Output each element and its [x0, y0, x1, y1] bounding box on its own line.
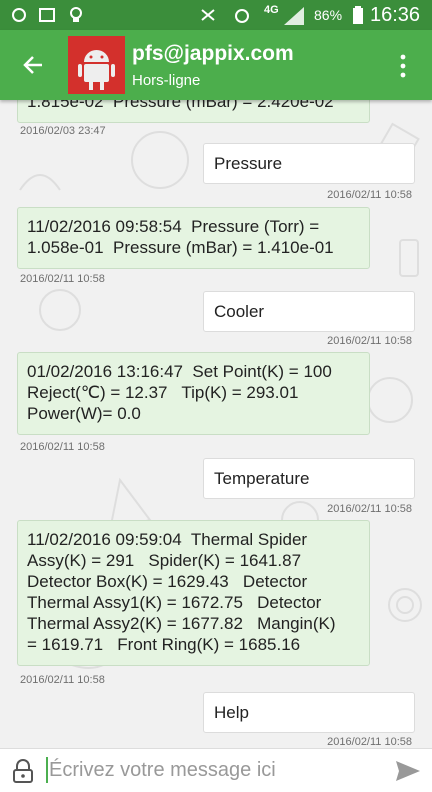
message-bubble: Pressure [203, 143, 415, 184]
message-input[interactable]: Écrivez votre message ici [49, 759, 276, 781]
status-bar: 4G 86% 16:36 [0, 0, 432, 30]
message-bubble: Help [203, 692, 415, 733]
network-type: 4G [264, 4, 279, 16]
message-bubble: 01/02/2016 13:16:47 Set Point(K) = 100 Re… [17, 352, 370, 435]
menu-button[interactable] [396, 54, 410, 78]
message-line: Thermal Assy2(K) = 1677.82 Mangin(K) [27, 614, 336, 633]
system-icons [201, 9, 249, 23]
message-line: Power(W)= 0.0 [27, 404, 141, 423]
message-timestamp: 2016/02/03 23:47 [20, 125, 106, 137]
message-bubble: 11/02/2016 09:58:54 Pressure (Torr) = 1.0… [17, 207, 370, 269]
message-bubble: Temperature [203, 458, 415, 499]
message-timestamp: 2016/02/11 10:58 [327, 335, 412, 347]
message-timestamp: 2016/02/11 10:58 [327, 189, 412, 201]
message-line: 1.815e-02 Pressure (mBar) = 2.420e-02 [27, 100, 334, 111]
battery-icon [353, 6, 363, 24]
message-line: Detector Box(K) = 1629.43 Detector [27, 572, 308, 591]
contact-status: Hors-ligne [132, 72, 201, 89]
message-timestamp: 2016/02/11 10:58 [20, 441, 105, 453]
input-bar: Écrivez votre message ici [0, 748, 432, 792]
message-line: Help [214, 703, 249, 722]
message-timestamp: 2016/02/11 10:58 [20, 674, 105, 686]
message-bubble: 1.815e-02 Pressure (mBar) = 2.420e-02 [17, 100, 370, 123]
app-bar: pfs@jappix.com Hors-ligne [0, 30, 432, 100]
message-line: Thermal Assy1(K) = 1672.75 Detector [27, 593, 322, 612]
message-line: 11/02/2016 09:58:54 Pressure (Torr) = [27, 217, 320, 236]
notification-icons [12, 7, 82, 22]
text-cursor [46, 757, 48, 783]
message-line: 01/02/2016 13:16:47 Set Point(K) = 100 [27, 362, 332, 381]
message-timestamp: 2016/02/11 10:58 [20, 273, 105, 285]
message-timestamp: 2016/02/11 10:58 [327, 503, 412, 515]
send-button[interactable] [394, 759, 422, 783]
message-line: 11/02/2016 09:59:04 Thermal Spider [27, 530, 308, 549]
message-line: Temperature [214, 469, 310, 488]
message-list: 1.815e-02 Pressure (mBar) = 2.420e-02 201… [0, 100, 432, 748]
message-line: Cooler [214, 302, 265, 321]
contact-name: pfs@jappix.com [132, 42, 294, 65]
lock-icon [13, 759, 33, 783]
message-line: Assy(K) = 291 Spider(K) = 1641.87 [27, 551, 302, 570]
message-line: = 1619.71 Front Ring(K) = 1685.16 [27, 635, 301, 654]
clock: 16:36 [370, 4, 421, 26]
message-bubble: 11/02/2016 09:59:04 Thermal Spider Assy(K… [17, 520, 370, 666]
back-button[interactable] [22, 54, 44, 76]
message-line: Pressure [214, 154, 283, 173]
contact-avatar[interactable] [68, 36, 125, 94]
message-bubble: Cooler [203, 291, 415, 332]
battery-level: 86% [314, 7, 343, 23]
message-line: Reject(℃) = 12.37 Tip(K) = 293.01 [27, 383, 299, 402]
message-line: 1.058e-01 Pressure (mBar) = 1.410e-01 [27, 238, 334, 257]
message-timestamp: 2016/02/11 10:58 [327, 736, 412, 748]
signal-icon [284, 7, 304, 25]
